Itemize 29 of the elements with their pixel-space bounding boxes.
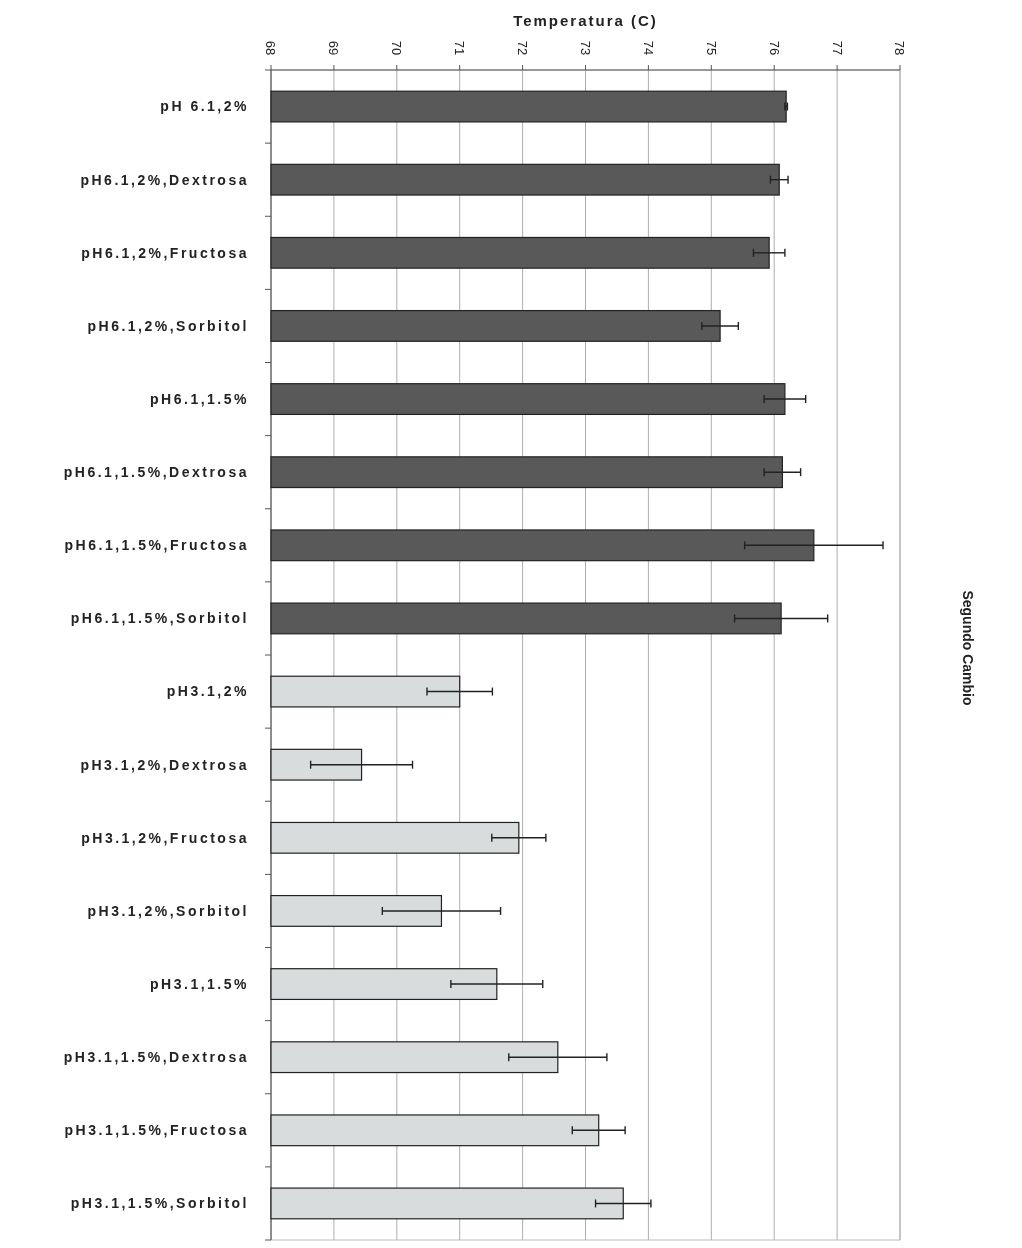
y-tick-label: pH3.1,2%,Fructosa <box>81 829 249 846</box>
y-tick-label: pH6.1,1.5% <box>150 390 249 407</box>
y-tick-label: pH6.1,1.5%,Sorbitol <box>70 610 249 627</box>
x-tick-label: 77 <box>829 40 845 56</box>
y-tick-label: pH6.1,2%,Dextrosa <box>80 171 249 188</box>
y-tick-label: pH3.1,2% <box>166 683 249 700</box>
x-tick-label: 72 <box>515 40 531 56</box>
y-tick-label: pH3.1,1.5%,Sorbitol <box>70 1195 249 1212</box>
x-tick-label: 71 <box>452 40 468 56</box>
y-tick-label: pH3.1,2%,Dextrosa <box>80 756 249 773</box>
y-tick-label: pH6.1,2%,Sorbitol <box>87 317 249 334</box>
x-tick-label: 69 <box>326 40 342 56</box>
x-tick-label: 75 <box>703 40 719 56</box>
y-tick-label: pH3.1,1.5%,Fructosa <box>64 1122 249 1139</box>
x-tick-label: 70 <box>389 40 405 56</box>
x-tick-label: 73 <box>577 40 593 56</box>
x-axis-title: Temperatura (C) <box>513 12 658 29</box>
y-tick-label: pH3.1,2%,Sorbitol <box>87 902 249 919</box>
x-tick-label: 68 <box>263 40 279 56</box>
x-tick-label: 74 <box>640 40 656 56</box>
x-tick-label: 76 <box>766 40 782 56</box>
y-tick-label: pH6.1,1.5%,Fructosa <box>64 537 249 554</box>
y-tick-label: pH6.1,1.5%,Dextrosa <box>63 464 249 481</box>
y-tick-label: pH6.1,2%,Fructosa <box>81 244 249 261</box>
y-tick-label: pH3.1,1.5% <box>150 975 249 992</box>
y-tick-label: pH 6.1,2% <box>160 98 249 115</box>
x-tick-label: 78 <box>892 40 908 56</box>
text: Segundo Cambio <box>960 590 977 706</box>
y-tick-label: pH3.1,1.5%,Dextrosa <box>63 1049 249 1066</box>
